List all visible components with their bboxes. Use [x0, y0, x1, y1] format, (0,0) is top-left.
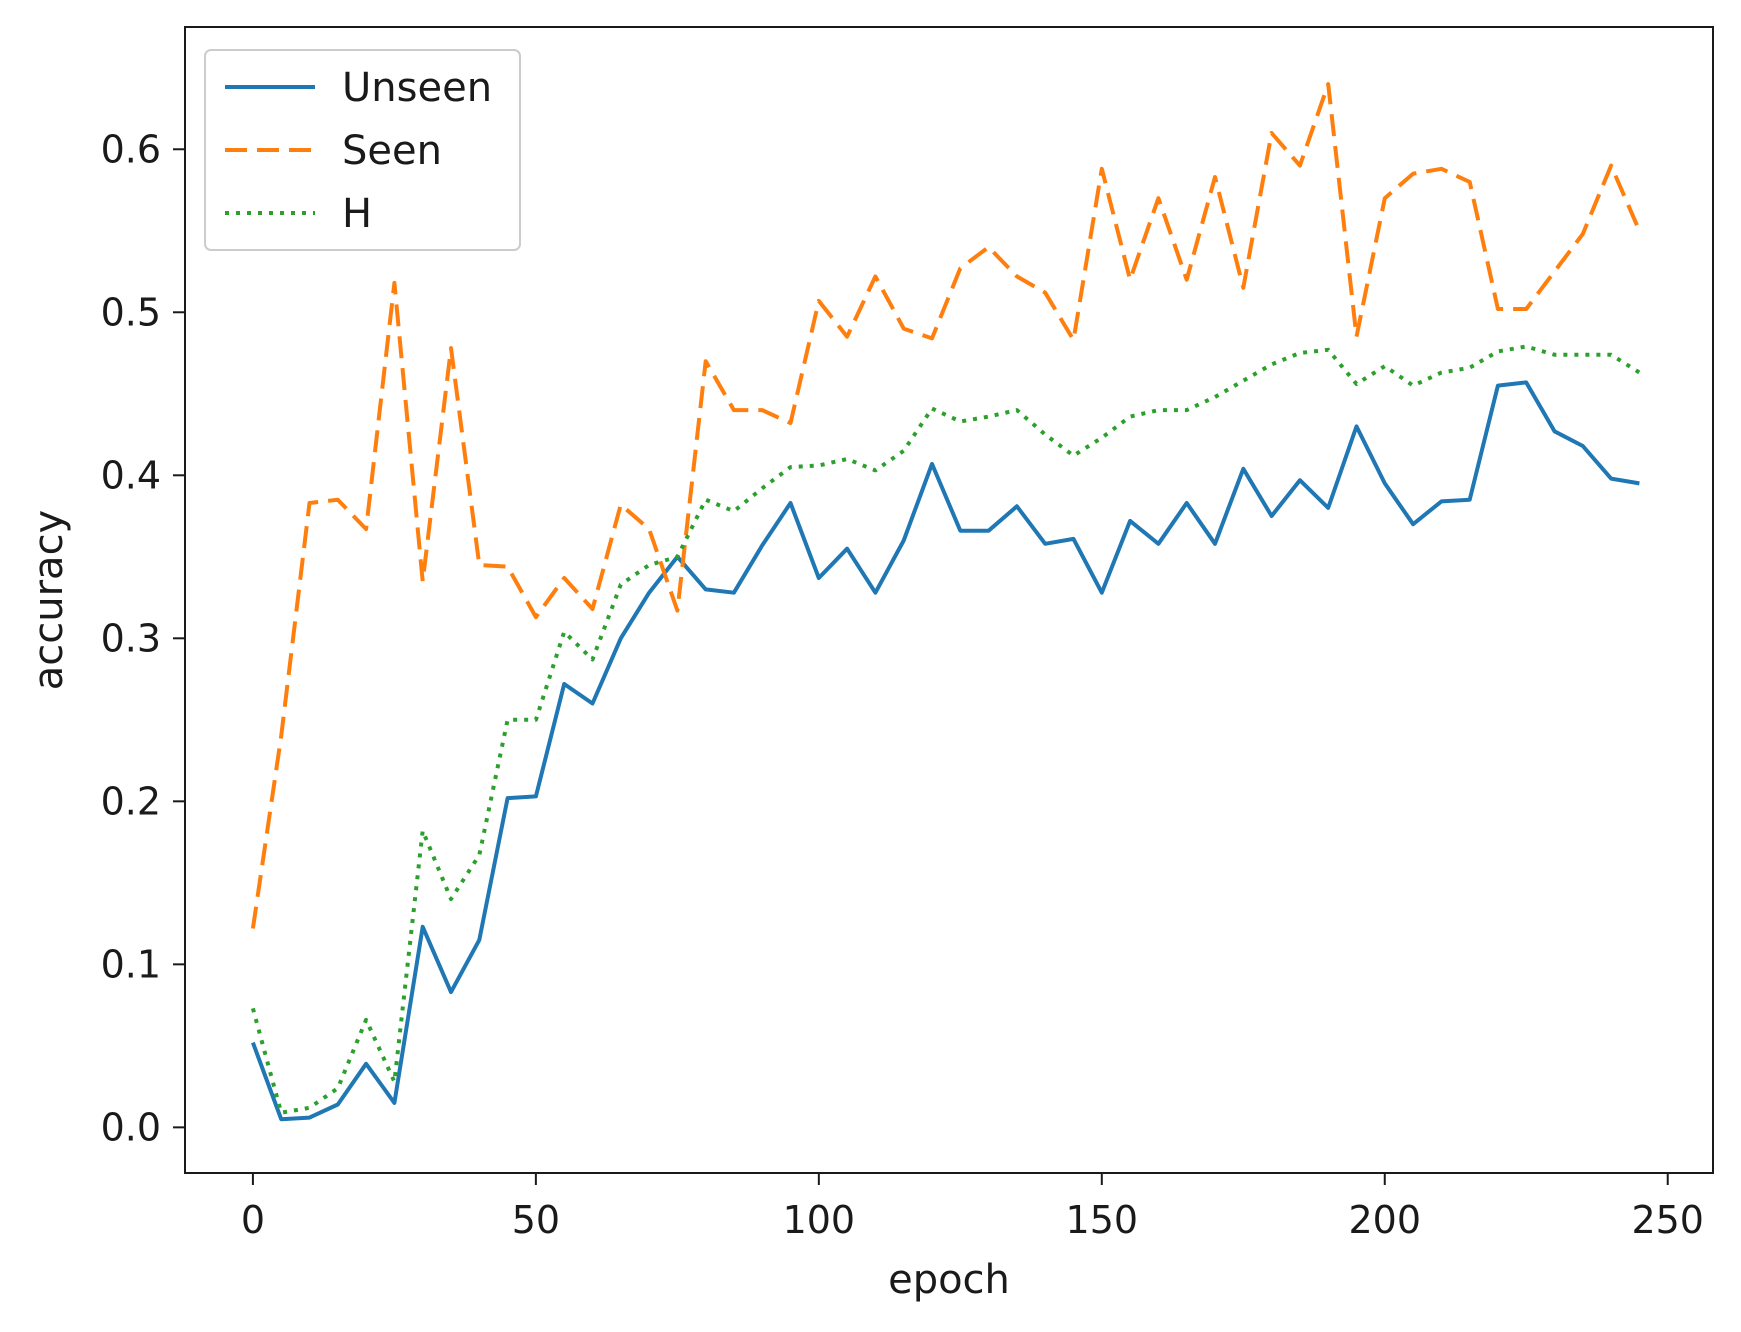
x-tick-label: 100: [783, 1198, 856, 1242]
x-axis: 0 50 100 150 200 250: [241, 1173, 1704, 1242]
x-tick-label: 0: [241, 1198, 265, 1242]
y-tick-label: 0.4: [101, 453, 161, 497]
x-axis-label: epoch: [888, 1257, 1010, 1303]
y-axis-label: accuracy: [26, 510, 72, 690]
y-axis: 0.0 0.1 0.2 0.3 0.4 0.5 0.6: [101, 127, 185, 1149]
series-line-seen: [250, 82, 1642, 929]
legend-label-h: H: [342, 191, 372, 237]
x-tick-label: 150: [1066, 1198, 1139, 1242]
legend-label-seen: Seen: [342, 128, 442, 174]
y-tick-label: 0.1: [101, 942, 161, 986]
legend-label-unseen: Unseen: [342, 65, 492, 111]
x-tick-label: 250: [1631, 1198, 1704, 1242]
x-tick-label: 200: [1348, 1198, 1421, 1242]
plot-frame: [184, 26, 1714, 1174]
y-tick-label: 0.3: [101, 616, 161, 660]
y-tick-label: 0.0: [101, 1105, 161, 1149]
y-tick-label: 0.6: [101, 127, 161, 171]
x-tick-label: 50: [512, 1198, 560, 1242]
y-tick-label: 0.2: [101, 779, 161, 823]
legend-box: [204, 49, 521, 251]
y-tick-label: 0.5: [101, 290, 161, 334]
series-line-h: [250, 344, 1641, 1115]
series-line-unseen: [251, 380, 1640, 1122]
legend: Unseen Seen H: [204, 49, 521, 251]
plot-area: [250, 82, 1642, 1122]
